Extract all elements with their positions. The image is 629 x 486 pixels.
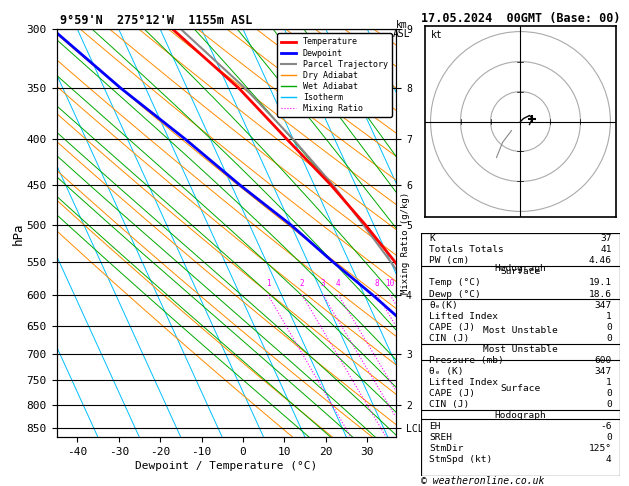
Text: 0: 0 [606, 433, 611, 442]
Text: Temp (°C): Temp (°C) [430, 278, 481, 288]
Text: Lifted Index: Lifted Index [430, 312, 498, 321]
Text: Hodograph: Hodograph [494, 264, 547, 273]
Text: K: K [430, 234, 435, 243]
Text: ASL: ASL [392, 29, 410, 39]
Text: 3: 3 [321, 279, 325, 289]
Text: SREH: SREH [430, 433, 452, 442]
Legend: Temperature, Dewpoint, Parcel Trajectory, Dry Adiabat, Wet Adiabat, Isotherm, Mi: Temperature, Dewpoint, Parcel Trajectory… [277, 34, 392, 117]
Text: Lifted Index: Lifted Index [430, 378, 498, 387]
Text: Most Unstable: Most Unstable [483, 326, 558, 335]
Text: 347: 347 [594, 300, 611, 310]
Text: CIN (J): CIN (J) [430, 400, 470, 409]
Text: © weatheronline.co.uk: © weatheronline.co.uk [421, 476, 545, 486]
Text: 1: 1 [606, 378, 611, 387]
Text: θₑ(K): θₑ(K) [430, 300, 458, 310]
Text: 19.1: 19.1 [589, 278, 611, 288]
Text: -6: -6 [600, 422, 611, 431]
Text: Pressure (mb): Pressure (mb) [430, 356, 504, 365]
Text: CIN (J): CIN (J) [430, 334, 470, 343]
Text: 37: 37 [600, 234, 611, 243]
Y-axis label: hPa: hPa [12, 222, 25, 244]
Text: 1: 1 [265, 279, 270, 289]
Text: Mixing Ratio (g/kg): Mixing Ratio (g/kg) [401, 192, 409, 294]
Text: 10: 10 [386, 279, 394, 289]
Text: StmSpd (kt): StmSpd (kt) [430, 455, 493, 464]
Text: km: km [396, 20, 407, 31]
Text: 17.05.2024  00GMT (Base: 00): 17.05.2024 00GMT (Base: 00) [421, 12, 621, 25]
Text: Hodograph: Hodograph [494, 411, 547, 420]
Text: 4.46: 4.46 [589, 257, 611, 265]
Text: Most Unstable: Most Unstable [483, 345, 558, 354]
Text: 4: 4 [606, 455, 611, 464]
Text: CAPE (J): CAPE (J) [430, 389, 476, 398]
Text: 125°: 125° [589, 444, 611, 453]
Text: CAPE (J): CAPE (J) [430, 323, 476, 331]
Text: θₑ (K): θₑ (K) [430, 367, 464, 376]
Text: 41: 41 [600, 245, 611, 254]
Text: 0: 0 [606, 334, 611, 343]
Text: PW (cm): PW (cm) [430, 257, 470, 265]
Text: StmDir: StmDir [430, 444, 464, 453]
Text: kt: kt [431, 30, 442, 39]
Text: 0: 0 [606, 323, 611, 331]
Text: EH: EH [430, 422, 441, 431]
Text: 2: 2 [300, 279, 304, 289]
X-axis label: Dewpoint / Temperature (°C): Dewpoint / Temperature (°C) [135, 461, 318, 471]
Text: 9°59'N  275°12'W  1155m ASL: 9°59'N 275°12'W 1155m ASL [60, 14, 252, 27]
Text: Totals Totals: Totals Totals [430, 245, 504, 254]
Text: 18.6: 18.6 [589, 290, 611, 298]
Text: 8: 8 [375, 279, 379, 289]
Text: Dewp (°C): Dewp (°C) [430, 290, 481, 298]
Text: 4: 4 [336, 279, 341, 289]
Text: 600: 600 [594, 356, 611, 365]
Text: 1: 1 [606, 312, 611, 321]
Text: 347: 347 [594, 367, 611, 376]
Text: 0: 0 [606, 400, 611, 409]
Text: Surface: Surface [501, 267, 540, 277]
Text: Surface: Surface [501, 384, 540, 393]
Text: 0: 0 [606, 389, 611, 398]
